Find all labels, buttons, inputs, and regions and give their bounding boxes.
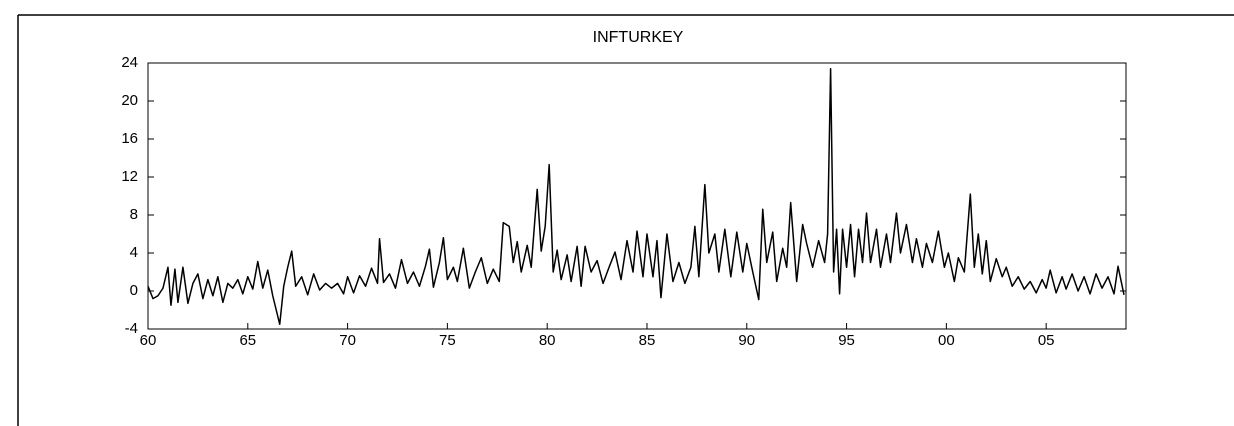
y-tick-label: 20 <box>121 92 138 109</box>
plot-frame <box>147 62 1127 330</box>
x-tick-label: 80 <box>539 332 556 349</box>
chart-title: INFTURKEY <box>593 29 684 46</box>
x-tick-label: 05 <box>1038 332 1055 349</box>
x-tick-label: 85 <box>639 332 656 349</box>
x-tick-label: 65 <box>239 332 256 349</box>
x-tick-label: 00 <box>938 332 955 349</box>
x-tick-label: 75 <box>439 332 456 349</box>
x-tick-label: 70 <box>339 332 356 349</box>
y-tick-label: 12 <box>121 168 138 185</box>
y-tick-label: 16 <box>121 130 138 147</box>
y-tick-label: 24 <box>121 54 138 71</box>
y-tick-label: 4 <box>130 244 138 261</box>
y-tick-label: 0 <box>130 282 138 299</box>
y-tick-label: -4 <box>125 320 138 337</box>
x-tick-label: 95 <box>838 332 855 349</box>
series-line <box>147 67 1125 325</box>
x-tick-label: 90 <box>738 332 755 349</box>
y-tick-label: 8 <box>130 206 138 223</box>
x-tick-label: 60 <box>140 332 157 349</box>
